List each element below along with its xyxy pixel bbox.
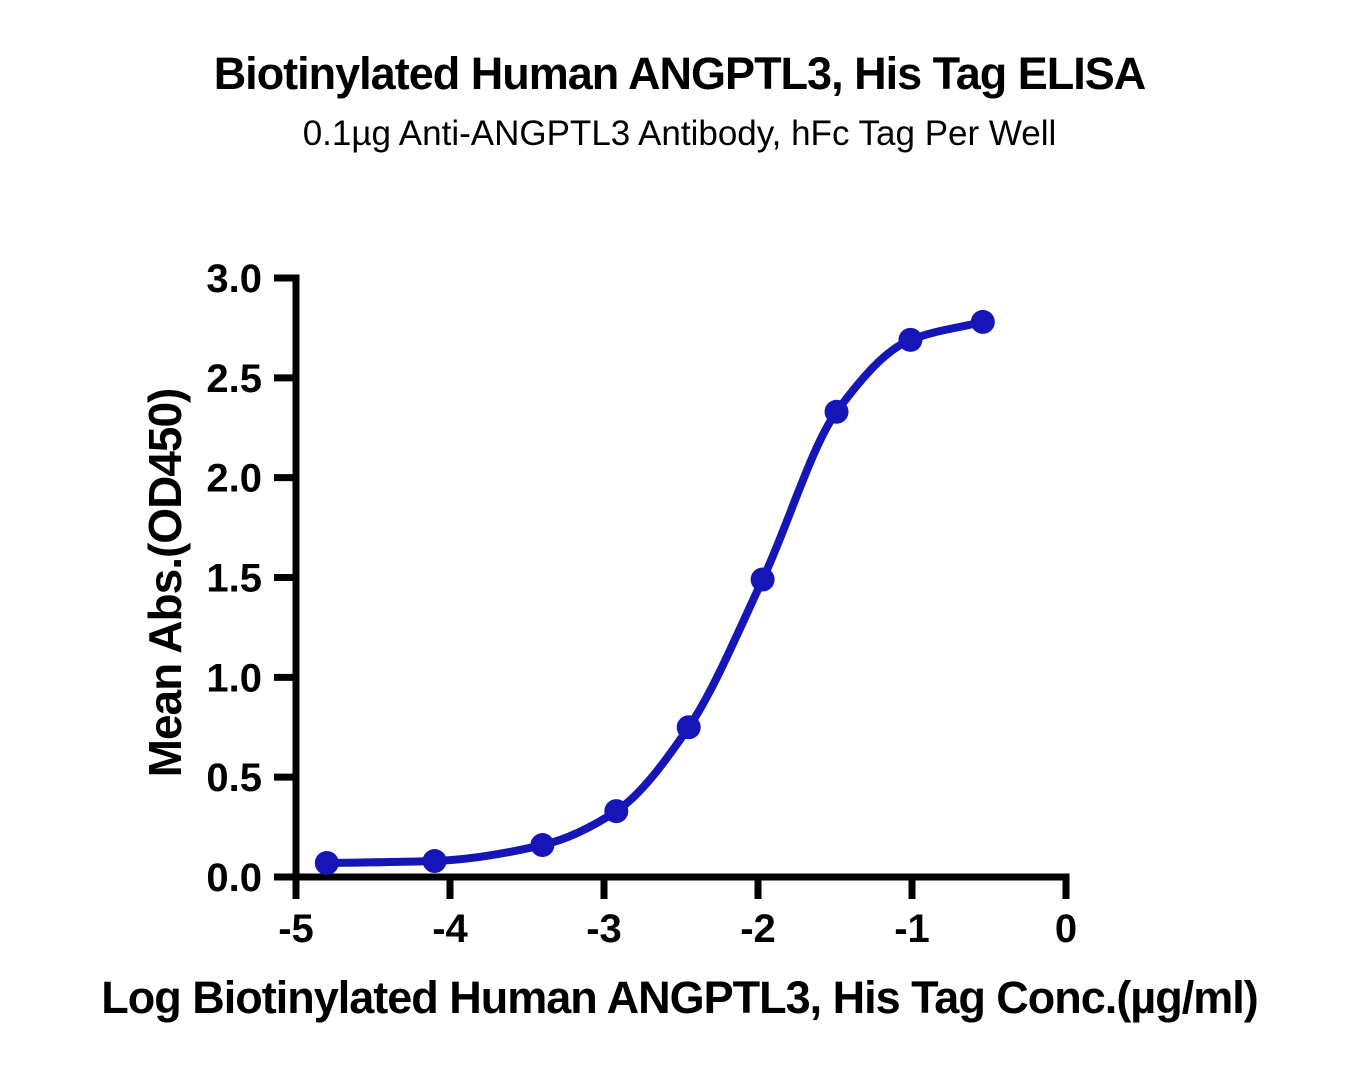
fit-curve	[322, 317, 987, 868]
y-tick-label: 1.0	[206, 656, 262, 700]
y-tick-label: 2.5	[206, 357, 262, 401]
data-point	[824, 399, 849, 424]
chart-subtitle: 0.1µg Anti-ANGPTL3 Antibody, hFc Tag Per…	[302, 114, 1057, 153]
data-point	[314, 851, 339, 876]
y-tick-label: 1.5	[206, 557, 262, 601]
x-tick-label: 0	[1055, 907, 1077, 951]
y-tick-label: 2.0	[206, 457, 262, 501]
y-tick-label: 0.5	[206, 756, 262, 800]
data-point	[530, 833, 555, 858]
data-point	[750, 567, 775, 592]
data-point	[422, 849, 447, 874]
x-tick-label: -4	[432, 907, 468, 951]
data-point	[970, 309, 995, 334]
y-tick-label: 3.0	[206, 257, 262, 301]
data-point	[676, 715, 701, 740]
x-tick-label: -1	[894, 907, 930, 951]
x-tick-label: -2	[740, 907, 776, 951]
x-tick-label: -3	[586, 907, 622, 951]
chart-title: Biotinylated Human ANGPTL3, His Tag ELIS…	[213, 48, 1147, 99]
data-point	[604, 799, 629, 824]
x-tick-label: -5	[278, 907, 314, 951]
y-tick-label: 0.0	[206, 856, 262, 900]
x-axis-title: Log Biotinylated Human ANGPTL3, His Tag …	[101, 972, 1258, 1023]
data-point	[898, 327, 923, 352]
